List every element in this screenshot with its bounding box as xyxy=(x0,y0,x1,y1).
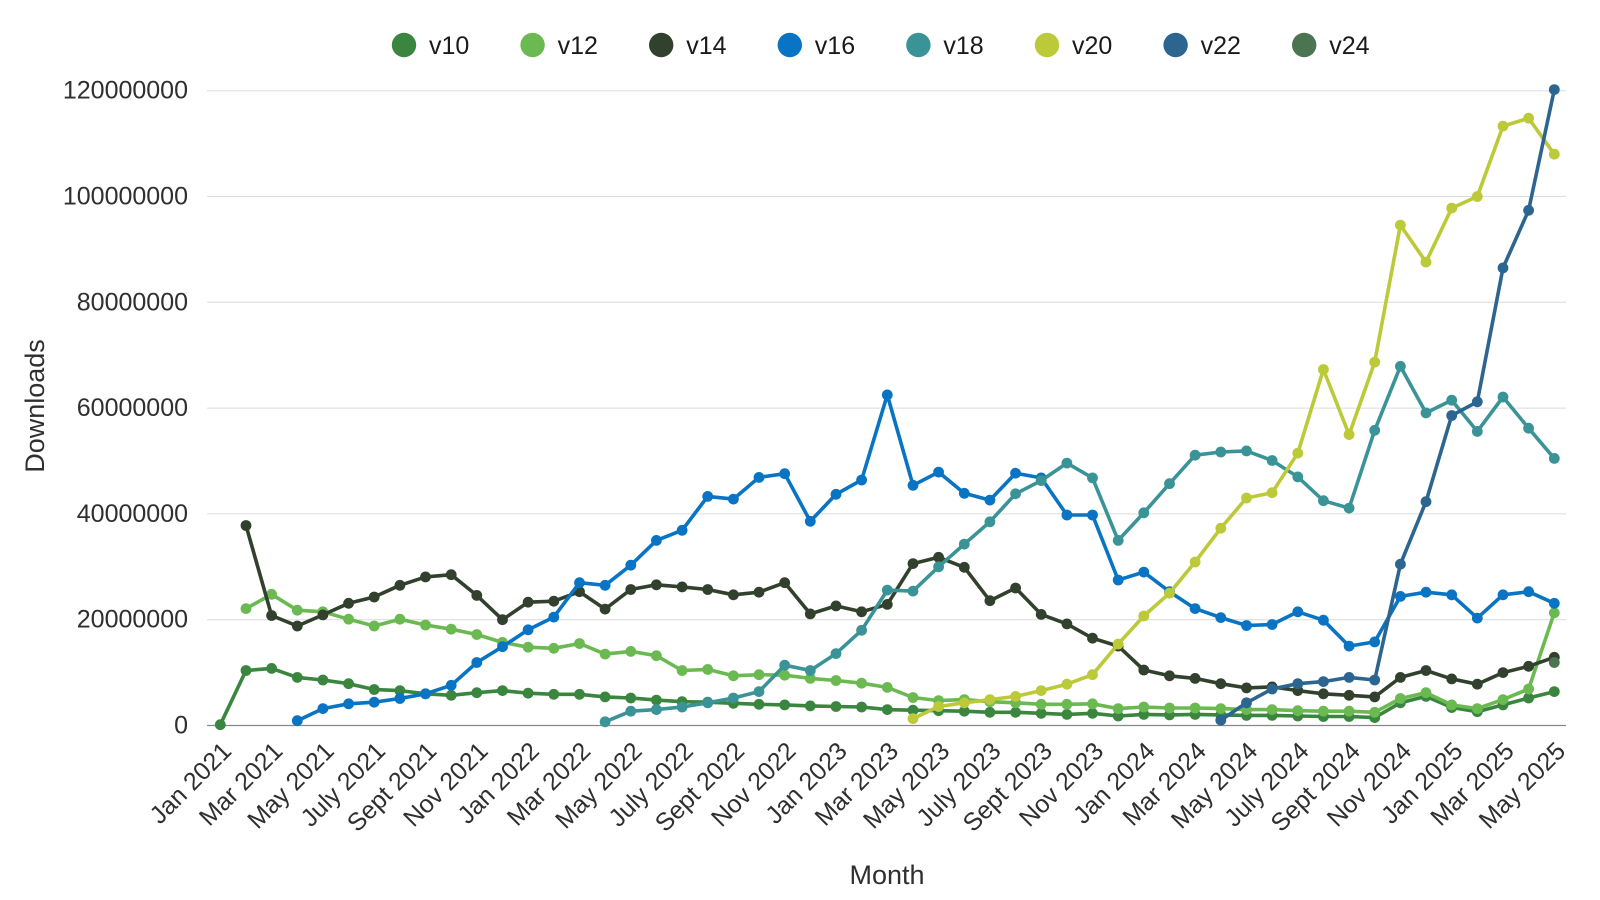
svg-text:60000000: 60000000 xyxy=(77,394,188,422)
svg-text:v14: v14 xyxy=(686,32,726,60)
svg-text:120000000: 120000000 xyxy=(63,77,188,105)
svg-text:v12: v12 xyxy=(558,32,598,60)
svg-text:40000000: 40000000 xyxy=(77,500,188,528)
svg-text:v10: v10 xyxy=(429,32,469,60)
svg-text:v22: v22 xyxy=(1201,32,1241,60)
svg-text:20000000: 20000000 xyxy=(77,606,188,634)
svg-text:Month: Month xyxy=(849,860,924,890)
svg-text:100000000: 100000000 xyxy=(63,183,188,211)
svg-text:80000000: 80000000 xyxy=(77,288,188,316)
svg-text:v16: v16 xyxy=(815,32,855,60)
svg-text:Downloads: Downloads xyxy=(20,339,50,473)
svg-text:v18: v18 xyxy=(943,32,983,60)
svg-text:0: 0 xyxy=(174,712,188,740)
svg-text:v20: v20 xyxy=(1072,32,1112,60)
svg-text:v24: v24 xyxy=(1329,32,1369,60)
